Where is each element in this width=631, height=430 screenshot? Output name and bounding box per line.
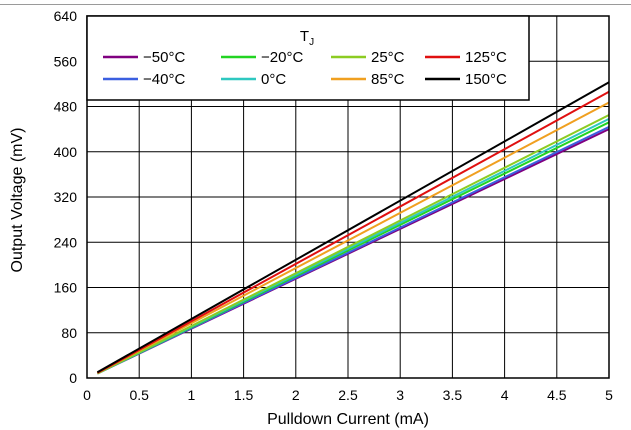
x-tick-label: 0: [83, 387, 91, 403]
y-tick-label: 320: [54, 189, 78, 205]
legend-label: 85°C: [371, 71, 405, 88]
x-tick-label: 1.5: [234, 387, 254, 403]
legend-label: 125°C: [465, 49, 507, 66]
legend: TJ −50°C −40°C −20°C 0°C 25°C 85°C 125°C 150°C: [86, 15, 530, 101]
y-axis-label: Output Voltage (mV): [9, 128, 26, 273]
series-line: [96, 90, 610, 374]
x-tick-label: 5: [605, 387, 613, 403]
x-tick-label: 2: [292, 387, 300, 403]
x-tick-label: 3.5: [443, 387, 463, 403]
legend-label: 150°C: [465, 71, 507, 88]
series-lines: [96, 81, 610, 375]
legend-label: 0°C: [261, 71, 286, 88]
y-tick-label: 0: [69, 370, 77, 386]
x-tick-label: 3: [396, 387, 404, 403]
legend-title-main: T: [300, 28, 309, 45]
y-tick-label: 480: [54, 99, 78, 115]
y-tick-label: 80: [61, 325, 77, 341]
x-axis-label: Pulldown Current (mA): [267, 411, 429, 428]
y-tick-label: 560: [54, 53, 78, 69]
y-tick-label: 240: [54, 234, 78, 250]
legend-items: −50°C −40°C −20°C 0°C 25°C 85°C 125°C 150°C: [103, 49, 507, 88]
series-line: [96, 81, 610, 374]
legend-title: TJ: [300, 28, 314, 48]
y-axis-ticks: 0 80 160 240 320 400 480 560 640: [54, 8, 78, 386]
y-tick-label: 400: [54, 144, 78, 160]
y-tick-label: 640: [54, 8, 78, 24]
legend-label: −20°C: [261, 49, 303, 66]
legend-label: 25°C: [371, 49, 405, 66]
y-tick-label: 160: [54, 280, 78, 296]
x-tick-label: 4.5: [547, 387, 567, 403]
x-tick-label: 2.5: [338, 387, 358, 403]
x-tick-label: 1: [188, 387, 196, 403]
x-tick-label: 0.5: [129, 387, 149, 403]
legend-label: −50°C: [143, 49, 185, 66]
legend-title-sub: J: [309, 37, 314, 48]
x-axis-ticks: 0 0.5 1 1.5 2 2.5 3 3.5 4 4.5 5: [83, 387, 613, 403]
top-rule: [0, 4, 631, 5]
legend-label: −40°C: [143, 71, 185, 88]
series-line: [96, 114, 610, 375]
x-tick-label: 4: [501, 387, 509, 403]
series-line: [96, 101, 610, 374]
